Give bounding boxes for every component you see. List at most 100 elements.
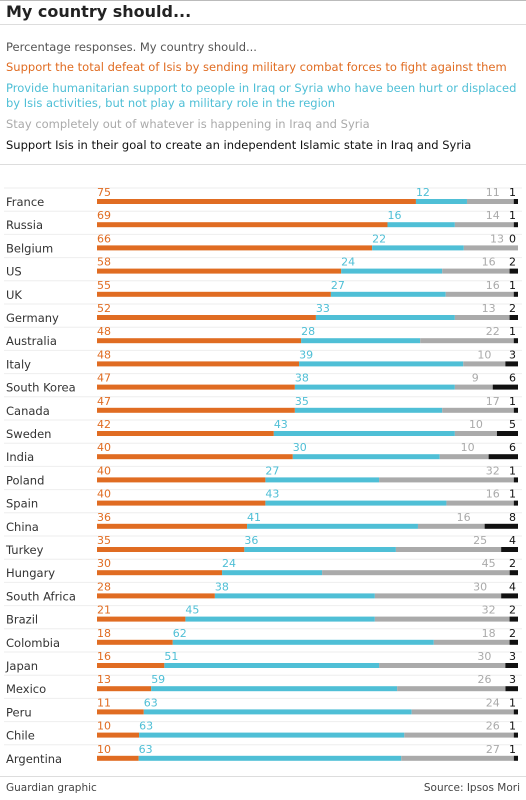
value-label: 5 xyxy=(509,418,516,431)
bar-segment xyxy=(151,686,398,692)
value-label: 24 xyxy=(222,557,236,570)
bar-segment xyxy=(97,407,295,413)
bar-segment xyxy=(172,639,434,645)
value-label: 48 xyxy=(97,348,111,361)
bar-segment xyxy=(330,291,446,297)
bar-segment xyxy=(513,709,518,715)
value-label: 55 xyxy=(97,279,111,292)
value-label: 32 xyxy=(482,604,496,617)
bar-segment xyxy=(214,593,375,599)
bar-segment xyxy=(97,593,215,599)
bar-segment xyxy=(420,338,514,344)
value-label: 16 xyxy=(486,279,500,292)
value-label: 63 xyxy=(139,743,153,756)
value-label: 47 xyxy=(97,395,111,408)
bar-segment xyxy=(401,755,514,761)
bar-segment xyxy=(374,593,502,599)
bar-segment xyxy=(463,361,506,367)
value-label: 24 xyxy=(341,256,355,269)
value-label: 2 xyxy=(509,256,516,269)
value-label: 10 xyxy=(469,418,483,431)
value-label: 28 xyxy=(97,580,111,593)
value-label: 33 xyxy=(316,302,330,315)
bar-segment xyxy=(97,616,186,622)
value-label: 30 xyxy=(477,650,491,663)
value-label: 3 xyxy=(509,673,516,686)
chart-subtitle: Percentage responses. My country should.… xyxy=(6,40,257,54)
legend-item-humanitarian: Provide humanitarian support to people i… xyxy=(6,81,517,110)
value-label: 16 xyxy=(482,256,496,269)
value-label: 69 xyxy=(97,209,111,222)
value-label: 40 xyxy=(97,464,111,477)
value-label: 14 xyxy=(486,209,500,222)
category-label: UK xyxy=(6,288,22,302)
category-label: France xyxy=(6,195,44,209)
value-label: 10 xyxy=(461,441,475,454)
category-label: India xyxy=(6,450,34,464)
value-label: 8 xyxy=(509,511,516,524)
category-label: Russia xyxy=(6,218,43,232)
bar-segment xyxy=(484,523,518,529)
value-label: 1 xyxy=(509,325,516,338)
bar-segment xyxy=(454,431,497,436)
bar-segment xyxy=(222,570,323,576)
value-label: 2 xyxy=(509,604,516,617)
value-label: 43 xyxy=(274,418,288,431)
category-label: Belgium xyxy=(6,241,53,255)
bar-segment xyxy=(439,454,489,460)
bar-segment xyxy=(97,268,342,274)
bar-segment xyxy=(138,755,402,761)
value-label: 52 xyxy=(97,302,111,315)
bar-segment xyxy=(97,547,245,552)
value-label: 66 xyxy=(97,232,111,245)
category-label: Canada xyxy=(6,404,50,418)
bar-segment xyxy=(454,315,510,320)
value-label: 2 xyxy=(509,302,516,315)
bar-segment xyxy=(513,477,518,483)
bar-segment xyxy=(513,222,518,228)
bar-segment xyxy=(513,291,518,297)
bar-segment xyxy=(513,407,518,413)
value-label: 16 xyxy=(486,488,500,501)
value-label: 27 xyxy=(486,743,500,756)
value-label: 11 xyxy=(97,696,111,709)
bar-segment xyxy=(379,477,514,483)
value-label: 12 xyxy=(416,186,430,199)
value-label: 22 xyxy=(372,232,386,245)
value-label: 4 xyxy=(509,534,516,547)
bar-segment xyxy=(397,686,506,692)
value-label: 10 xyxy=(97,743,111,756)
title-rule xyxy=(0,24,526,25)
value-label: 47 xyxy=(97,372,111,385)
bar-segment xyxy=(513,732,518,738)
bar-segment xyxy=(292,454,440,460)
value-label: 2 xyxy=(509,557,516,570)
value-label: 1 xyxy=(509,720,516,733)
bar-segment xyxy=(379,663,506,668)
value-label: 1 xyxy=(509,696,516,709)
category-label: Australia xyxy=(6,334,57,348)
value-label: 62 xyxy=(173,627,187,640)
bar-segment xyxy=(417,523,485,529)
value-label: 26 xyxy=(486,720,500,733)
legend-item-stay-out: Stay completely out of whatever is happe… xyxy=(6,117,370,131)
bar-segment xyxy=(445,291,514,297)
value-label: 1 xyxy=(509,209,516,222)
value-label: 36 xyxy=(244,534,258,547)
category-label: Colombia xyxy=(6,636,60,650)
bar-segment xyxy=(97,709,144,715)
bar-segment xyxy=(97,315,316,320)
value-label: 3 xyxy=(509,650,516,663)
value-label: 63 xyxy=(144,696,158,709)
value-label: 13 xyxy=(490,232,504,245)
bar-segment xyxy=(454,384,493,390)
value-label: 45 xyxy=(482,557,496,570)
bar-segment xyxy=(247,523,418,529)
bar-segment xyxy=(433,639,510,645)
bar-segment xyxy=(505,663,518,668)
value-label: 24 xyxy=(486,696,500,709)
value-label: 27 xyxy=(331,279,345,292)
value-label: 30 xyxy=(293,441,307,454)
value-label: 30 xyxy=(97,557,111,570)
value-label: 30 xyxy=(473,580,487,593)
